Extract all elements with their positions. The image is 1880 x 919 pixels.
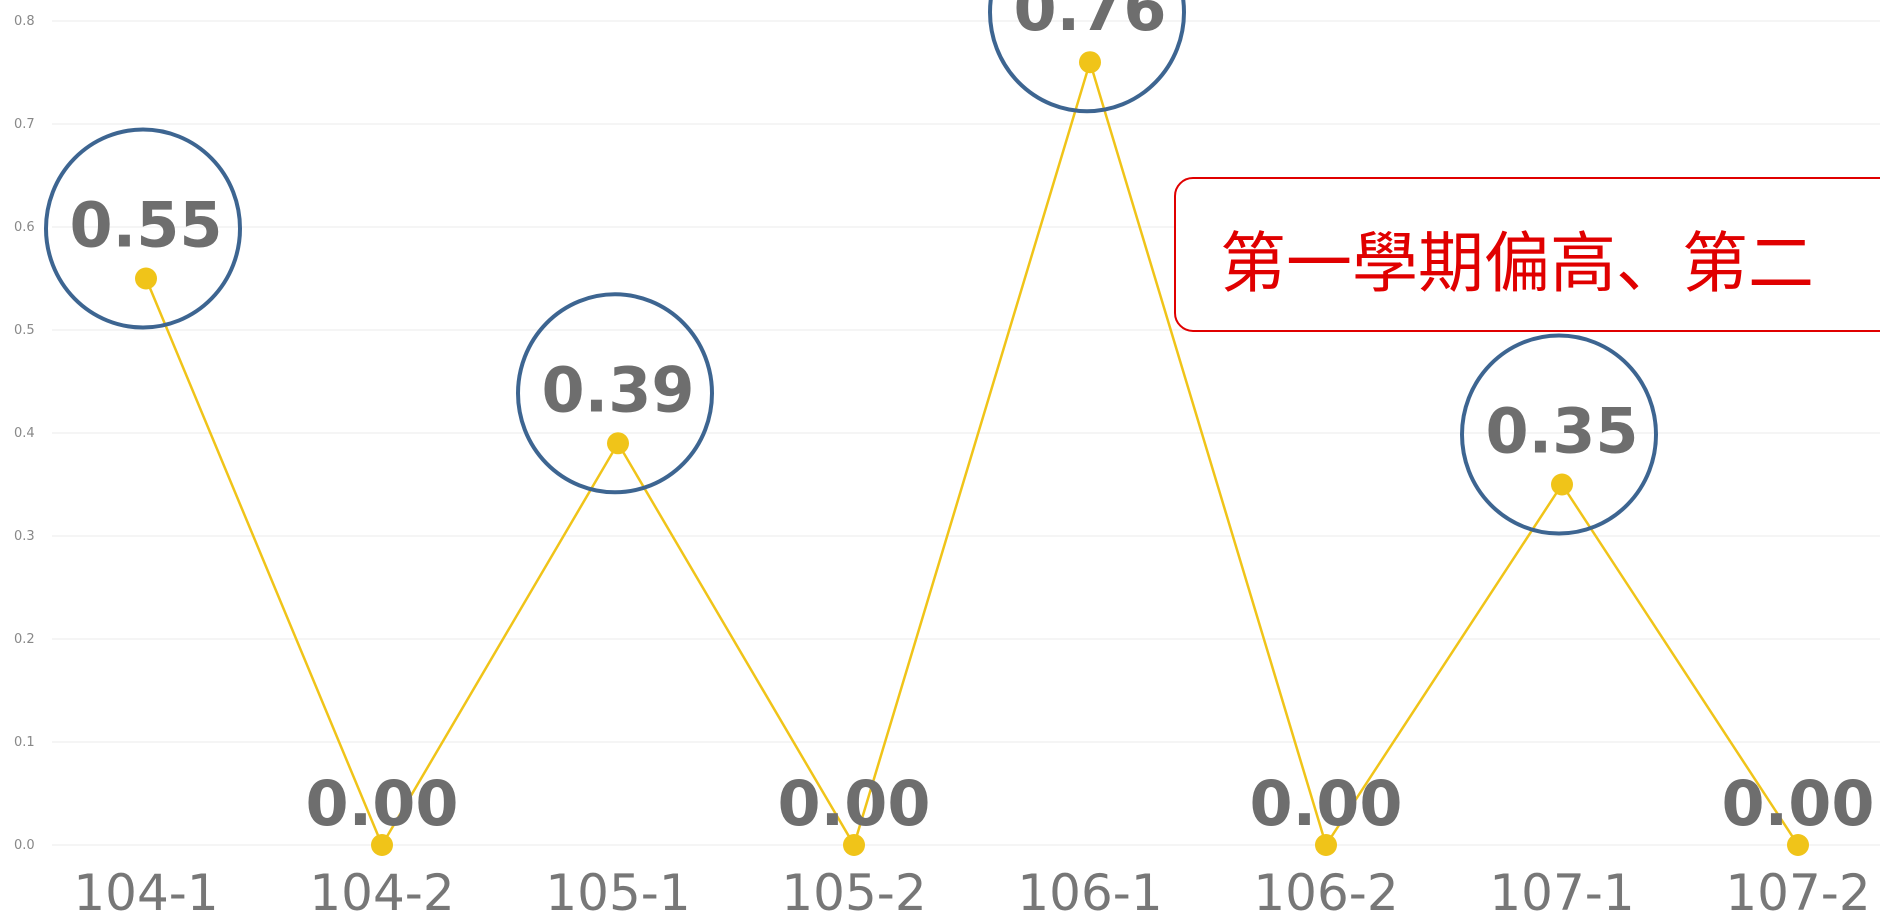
x-tick-label: 106-2 [1253,864,1398,919]
y-tick-label: 0.1 [14,735,35,750]
data-point [1079,51,1101,74]
x-tick-label: 104-2 [309,864,454,919]
x-tick-label: 104-1 [73,864,218,919]
data-label: 0.00 [1250,767,1403,840]
data-point [1315,834,1337,856]
data-label: 0.00 [1722,767,1875,840]
series-line [144,57,1800,849]
x-tick-label: 105-1 [545,864,690,919]
data-point [1787,834,1809,856]
data-label: 0.00 [306,767,459,840]
x-tick-label: 105-2 [781,864,926,919]
y-tick-label: 0.8 [14,14,35,29]
data-point [843,834,865,856]
data-point [135,267,157,290]
data-point [371,834,393,856]
highlight-circle [1460,333,1658,536]
annotation-text: 第一學期偏高、第二 [1220,225,1814,302]
y-tick-label: 0.0 [14,838,35,853]
annotation-box [1174,177,1880,332]
data-series [135,51,1809,856]
y-tick-label: 0.2 [14,632,35,647]
x-axis: 104-1 104-2 105-1 105-2 106-1 106-2 107-1 107-2 [73,864,1870,919]
x-tick-label: 107-2 [1725,864,1870,919]
highlight-circles [44,0,1658,536]
data-label: 0.55 [70,189,223,262]
y-tick-label: 0.4 [14,426,35,441]
data-label: 0.00 [778,767,931,840]
y-tick-label: 0.7 [14,117,35,132]
data-labels: 0.55 0.00 0.39 0.00 0.76 0.00 0.35 0.00 [70,0,1875,840]
data-label: 0.39 [542,353,695,426]
y-tick-label: 0.6 [14,220,35,235]
data-label: 0.35 [1486,395,1639,468]
data-point [607,432,629,455]
y-tick-label: 0.3 [14,529,35,544]
highlight-circle [44,127,242,330]
data-label: 0.76 [1014,0,1167,45]
y-axis: 0.0 0.1 0.2 0.3 0.4 0.5 0.6 0.7 0.8 [14,14,35,853]
data-point [1551,473,1573,496]
annotation-callout: 第一學期偏高、第二 [1174,177,1880,332]
x-tick-label: 106-1 [1017,864,1162,919]
highlight-circle [988,0,1186,114]
highlight-circle [516,292,714,495]
gridlines [52,20,1880,846]
y-tick-label: 0.5 [14,323,35,338]
x-tick-label: 107-1 [1489,864,1634,919]
